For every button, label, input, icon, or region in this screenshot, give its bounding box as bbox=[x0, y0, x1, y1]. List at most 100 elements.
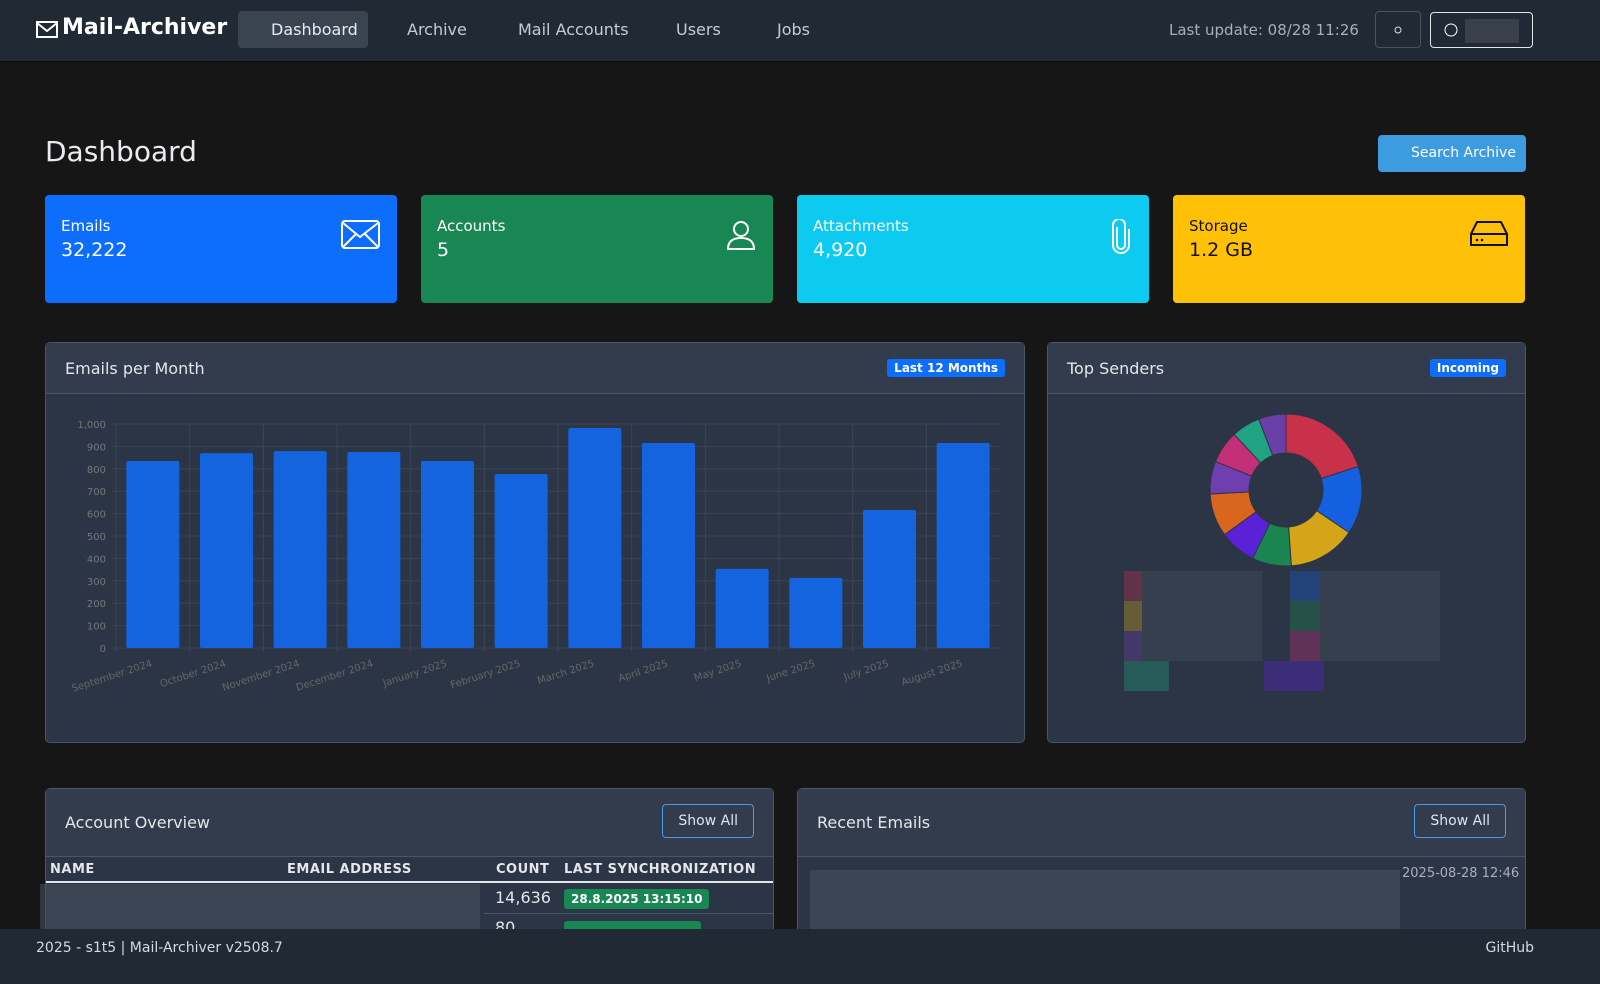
y-tick-label: 900 bbox=[87, 442, 106, 453]
nav-label: Mail Accounts bbox=[518, 20, 629, 39]
column-header: COUNT bbox=[496, 862, 550, 877]
top-senders-panel: Top Senders Incoming bbox=[1047, 342, 1526, 743]
nav-accounts[interactable]: Mail Accounts bbox=[485, 11, 644, 48]
x-tick-label: August 2025 bbox=[900, 658, 964, 688]
bar bbox=[126, 460, 180, 648]
bar bbox=[936, 443, 990, 648]
bar bbox=[200, 453, 253, 648]
bar bbox=[642, 443, 695, 648]
x-tick-label: June 2025 bbox=[764, 658, 816, 684]
stat-card: Emails 32,222 bbox=[45, 195, 397, 303]
x-tick-label: January 2025 bbox=[381, 658, 449, 689]
panel-title: Emails per Month bbox=[65, 359, 205, 378]
bar bbox=[347, 452, 401, 648]
y-tick-label: 700 bbox=[87, 487, 106, 498]
user-icon bbox=[1444, 23, 1458, 37]
header-rule bbox=[46, 881, 773, 883]
pie-chart bbox=[1209, 413, 1363, 567]
x-tick-label: September 2024 bbox=[71, 658, 154, 694]
nav-dashboard[interactable]: Dashboard bbox=[238, 11, 368, 48]
y-tick-label: 100 bbox=[87, 622, 106, 633]
bar bbox=[568, 428, 622, 648]
stat-value: 32,222 bbox=[61, 239, 128, 261]
y-tick-label: 1,000 bbox=[77, 420, 106, 431]
bar bbox=[789, 577, 843, 648]
stat-label: Attachments bbox=[813, 217, 909, 235]
x-tick-label: July 2025 bbox=[842, 658, 891, 683]
bar bbox=[494, 473, 548, 648]
y-tick-label: 600 bbox=[87, 510, 106, 521]
footer: 2025 - s1t5 | Mail-Archiver v2508.7 GitH… bbox=[0, 929, 1600, 984]
panel-header: Top Senders Incoming bbox=[1048, 343, 1525, 394]
user-icon bbox=[726, 221, 756, 250]
mail-icon bbox=[341, 220, 380, 249]
stat-card: Attachments 4,920 bbox=[797, 195, 1149, 303]
panel-header: Emails per Month Last 12 Months bbox=[46, 343, 1024, 394]
count-cell: 14,636 bbox=[495, 888, 551, 907]
pie-slice bbox=[1258, 413, 1287, 457]
page-title: Dashboard bbox=[45, 135, 197, 168]
nav-label: Jobs bbox=[777, 20, 810, 39]
x-tick-label: November 2024 bbox=[221, 658, 301, 693]
sync-badge: 28.8.2025 13:15:10 bbox=[564, 889, 710, 909]
user-menu[interactable] bbox=[1430, 12, 1533, 48]
column-header: LAST SYNCHRONIZATION bbox=[564, 862, 757, 877]
last-update: Last update: 08/28 11:26 bbox=[1150, 21, 1359, 39]
panel-header: Account Overview Show All bbox=[46, 789, 773, 857]
user-name-blur bbox=[1465, 19, 1519, 43]
y-tick-label: 800 bbox=[87, 465, 106, 476]
stat-card: Storage 1.2 GB bbox=[1173, 195, 1525, 303]
y-tick-label: 0 bbox=[100, 644, 106, 655]
stat-label: Emails bbox=[61, 217, 111, 235]
nav-label: Dashboard bbox=[271, 20, 358, 39]
blurred-email bbox=[810, 870, 1400, 930]
email-date: 2025-08-28 12:46 bbox=[1402, 866, 1520, 881]
navbar: Mail-Archiver Dashboard Archive Mail Acc… bbox=[0, 0, 1600, 62]
show-all-button[interactable]: Show All bbox=[1414, 804, 1506, 838]
stat-label: Accounts bbox=[437, 217, 506, 235]
stat-value: 5 bbox=[437, 239, 450, 261]
y-tick-label: 200 bbox=[87, 599, 106, 610]
bar bbox=[863, 510, 916, 648]
drive-icon bbox=[1470, 221, 1508, 246]
nav-label: Users bbox=[676, 20, 721, 39]
x-tick-label: October 2024 bbox=[159, 658, 228, 690]
x-tick-label: April 2025 bbox=[617, 658, 669, 684]
show-all-button[interactable]: Show All bbox=[662, 804, 754, 838]
panel-title: Top Senders bbox=[1067, 359, 1165, 378]
github-link[interactable]: GitHub bbox=[1485, 940, 1534, 956]
bar-chart: 0 100 200 300 400 500 600 700 800 900 1,000 Septemb… bbox=[71, 420, 1000, 695]
sun-icon bbox=[1394, 26, 1402, 34]
stat-value: 4,920 bbox=[813, 239, 868, 261]
x-tick-label: March 2025 bbox=[536, 658, 596, 687]
legend-blurred bbox=[1124, 571, 1440, 691]
x-tick-label: May 2025 bbox=[693, 658, 743, 684]
panel-title: Recent Emails bbox=[817, 813, 931, 832]
stat-card: Accounts 5 bbox=[421, 195, 773, 303]
row-rule bbox=[484, 913, 773, 914]
column-header: NAME bbox=[50, 862, 95, 877]
x-tick-label: February 2025 bbox=[449, 658, 522, 691]
x-tick-label: December 2024 bbox=[295, 658, 375, 693]
badge: Incoming bbox=[1429, 359, 1506, 377]
panel-title: Account Overview bbox=[65, 813, 211, 832]
bar bbox=[715, 568, 769, 648]
badge: Last 12 Months bbox=[887, 359, 1005, 377]
bar bbox=[273, 451, 327, 648]
nav-label: Archive bbox=[407, 20, 467, 39]
brand[interactable]: Mail-Archiver bbox=[62, 15, 228, 40]
clip-icon bbox=[1112, 219, 1130, 254]
nav-archive[interactable]: Archive bbox=[374, 11, 482, 48]
y-tick-label: 500 bbox=[87, 532, 106, 543]
footer-text: 2025 - s1t5 | Mail-Archiver v2508.7 bbox=[36, 940, 283, 956]
nav-users[interactable]: Users bbox=[643, 11, 736, 48]
search-button[interactable]: Search Archive bbox=[1378, 135, 1526, 172]
nav-jobs[interactable]: Jobs bbox=[740, 11, 825, 48]
theme-toggle[interactable] bbox=[1375, 11, 1421, 48]
search-label: Search Archive bbox=[1411, 145, 1516, 161]
last-update-text: Last update: 08/28 11:26 bbox=[1169, 21, 1359, 39]
pie-slice bbox=[1285, 413, 1359, 480]
stat-value: 1.2 GB bbox=[1189, 239, 1254, 261]
column-header: EMAIL ADDRESS bbox=[287, 862, 412, 877]
